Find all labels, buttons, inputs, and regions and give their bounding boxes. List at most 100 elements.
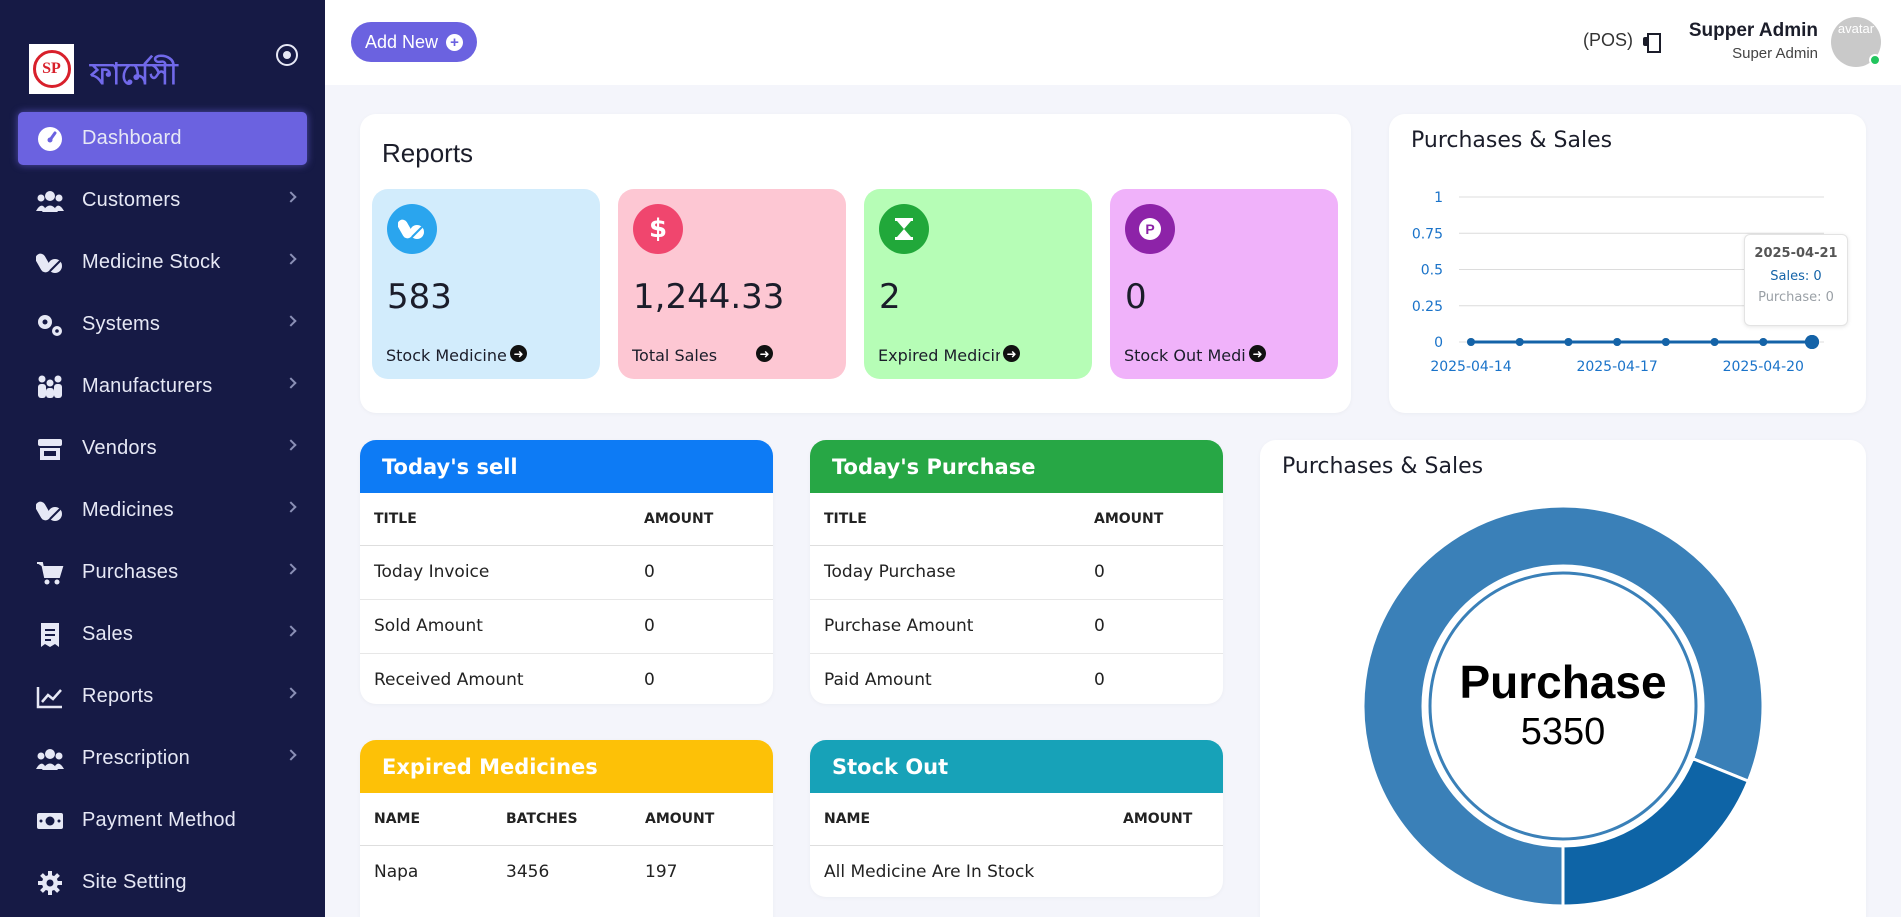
data-point-sales[interactable] bbox=[1710, 338, 1719, 346]
sidebar-item-manufacturers[interactable]: Manufacturers bbox=[18, 360, 307, 413]
sidebar-item-label: Medicines bbox=[82, 499, 174, 521]
table-row: Sold Amount 0 bbox=[360, 599, 773, 654]
tooltip-purchase: Purchase: 0 bbox=[1758, 290, 1834, 305]
arrow-right-circle-icon[interactable]: ➜ bbox=[756, 345, 773, 362]
report-tile-label: Expired Medicine bbox=[878, 346, 1000, 365]
table-cell: 0 bbox=[630, 545, 773, 600]
report-tile-expired-medicine[interactable]: 2 Expired Medicine➜ bbox=[864, 189, 1092, 379]
table-cell: Purchase Amount bbox=[810, 599, 1080, 654]
y-tick-label: 0.75 bbox=[1412, 226, 1443, 242]
chart-line-icon bbox=[36, 683, 64, 711]
table-cell: Paid Amount bbox=[824, 670, 932, 691]
today-sell-title: Today's sell bbox=[360, 440, 773, 493]
sidebar-item-purchases[interactable]: Purchases bbox=[18, 546, 307, 599]
sidebar-item-vendors[interactable]: Vendors bbox=[18, 422, 307, 475]
add-new-label: Add New bbox=[365, 31, 439, 52]
user-name: Supper Admin bbox=[1688, 20, 1818, 41]
data-point-sales[interactable] bbox=[1661, 338, 1670, 346]
sidebar-item-customers[interactable]: Customers bbox=[18, 174, 307, 227]
sidebar-item-label: Sales bbox=[82, 623, 134, 645]
table-header-row: TITLE AMOUNT bbox=[810, 493, 1223, 546]
sidebar-item-label: Dashboard bbox=[82, 127, 182, 149]
users-icon bbox=[36, 187, 64, 215]
sidebar-item-sales[interactable]: Sales bbox=[18, 608, 307, 661]
table-row: Today Purchase 0 bbox=[810, 545, 1223, 600]
donut-slice-sales[interactable] bbox=[1561, 756, 1751, 908]
sidebar-item-reports[interactable]: Reports bbox=[18, 670, 307, 723]
sidebar-item-prescription[interactable]: Prescription bbox=[18, 732, 307, 785]
sidebar-item-dashboard[interactable]: Dashboard bbox=[18, 112, 307, 165]
donut-slice-purchase[interactable] bbox=[1361, 504, 1765, 908]
arrow-right-circle-icon[interactable]: ➜ bbox=[1249, 345, 1266, 362]
report-tile-label: Stock Medicine bbox=[386, 346, 507, 365]
sidebar-item-label: Reports bbox=[82, 685, 154, 707]
data-point-sales[interactable] bbox=[1564, 338, 1573, 346]
column-header: BATCHES bbox=[492, 793, 631, 846]
column-header: AMOUNT bbox=[631, 793, 773, 846]
expired-medicines-table: NAME BATCHES AMOUNT Napa 3456 197 bbox=[360, 793, 773, 899]
sidebar-item-site-setting[interactable]: Site Setting bbox=[18, 856, 307, 909]
tooltip-date: 2025-04-21 bbox=[1754, 246, 1838, 261]
table-cell: 197 bbox=[645, 862, 678, 883]
brand-logo-text: SP bbox=[32, 50, 71, 88]
sidebar-item-label: Medicine Stock bbox=[82, 251, 221, 273]
data-point-sales[interactable] bbox=[1613, 338, 1622, 346]
table-row: Today Invoice 0 bbox=[360, 545, 773, 600]
table-cell: 3456 bbox=[506, 862, 550, 883]
chevron-right-icon bbox=[285, 315, 297, 327]
report-tile-value: 1,244.33 bbox=[633, 277, 785, 317]
sidebar-item-medicines[interactable]: Medicines bbox=[18, 484, 307, 537]
sidebar-item-label: Prescription bbox=[82, 747, 190, 769]
data-point-sales[interactable] bbox=[1759, 338, 1768, 346]
sidebar-item-systems[interactable]: Systems bbox=[18, 298, 307, 351]
user-info[interactable]: Supper Admin Super Admin bbox=[1683, 20, 1818, 62]
table-cell: Today Invoice bbox=[360, 545, 630, 600]
expired-medicines-card: Expired Medicines NAME BATCHES AMOUNT Napa 3… bbox=[360, 740, 773, 917]
table-cell: 0 bbox=[1080, 599, 1223, 654]
chevron-right-icon bbox=[285, 377, 297, 389]
table-cell: 0 bbox=[644, 670, 655, 691]
table-cell: All Medicine Are In Stock bbox=[824, 862, 1035, 883]
sidebar-item-payment-method[interactable]: Payment Method bbox=[18, 794, 307, 847]
users-icon bbox=[36, 745, 64, 773]
user-role: Super Admin bbox=[1732, 45, 1818, 62]
column-header: AMOUNT bbox=[630, 493, 773, 546]
topbar: Add New + (POS) Supper Admin Super Admin… bbox=[325, 0, 1901, 85]
table-row: All Medicine Are In Stock bbox=[810, 845, 1223, 897]
pos-link[interactable]: (POS) bbox=[1583, 30, 1662, 53]
plus-circle-icon: + bbox=[446, 33, 464, 51]
donut-center-label: Purchase bbox=[1459, 656, 1666, 708]
brand[interactable]: SP ফার্মেসী bbox=[29, 44, 309, 94]
sidebar-item-label: Payment Method bbox=[82, 809, 236, 831]
sidebar-menu: Dashboard Customers Medicine Stock Systems M… bbox=[18, 112, 307, 917]
chevron-right-icon bbox=[285, 625, 297, 637]
cart-icon bbox=[36, 559, 64, 587]
table-cell: 0 bbox=[1080, 545, 1223, 600]
store-icon bbox=[36, 435, 64, 463]
add-new-button[interactable]: Add New + bbox=[351, 22, 478, 62]
x-tick-label: 2025-04-17 bbox=[1576, 359, 1657, 375]
hovered-data-point[interactable] bbox=[1805, 335, 1819, 349]
sidebar-item-label: Manufacturers bbox=[82, 375, 213, 397]
sidebar-toggle-icon[interactable] bbox=[276, 44, 298, 66]
online-status-dot bbox=[1869, 54, 1881, 66]
report-tile-stock-out-medicine[interactable]: P 0 Stock Out Medicine➜ bbox=[1110, 189, 1338, 379]
line-chart-title: Purchases & Sales bbox=[1411, 128, 1613, 153]
pills-icon bbox=[36, 497, 64, 525]
table-cell: 0 bbox=[630, 599, 773, 654]
sidebar-item-medicine-stock[interactable]: Medicine Stock bbox=[18, 236, 307, 289]
report-tile-total-sales[interactable]: $1,244.33 Total Sales ➜ bbox=[618, 189, 846, 379]
table-header-row: TITLE AMOUNT bbox=[360, 493, 773, 546]
arrow-right-circle-icon[interactable]: ➜ bbox=[1003, 345, 1020, 362]
today-sell-card: Today's sell TITLE AMOUNT Today Invoice 0 So… bbox=[360, 440, 773, 704]
column-header: TITLE bbox=[810, 493, 1080, 546]
table-cell: Received Amount bbox=[374, 670, 524, 691]
dollar-icon: $ bbox=[633, 204, 683, 254]
data-point-sales[interactable] bbox=[1467, 338, 1475, 346]
report-tile-stock-medicine[interactable]: 583 Stock Medicine ➜ bbox=[372, 189, 600, 379]
arrow-right-circle-icon[interactable]: ➜ bbox=[510, 345, 527, 362]
column-header: NAME bbox=[810, 793, 1109, 846]
table-row: Napa 3456 197 bbox=[360, 845, 773, 899]
avatar-alt-text: avatar bbox=[1837, 21, 1875, 36]
data-point-sales[interactable] bbox=[1515, 338, 1524, 346]
